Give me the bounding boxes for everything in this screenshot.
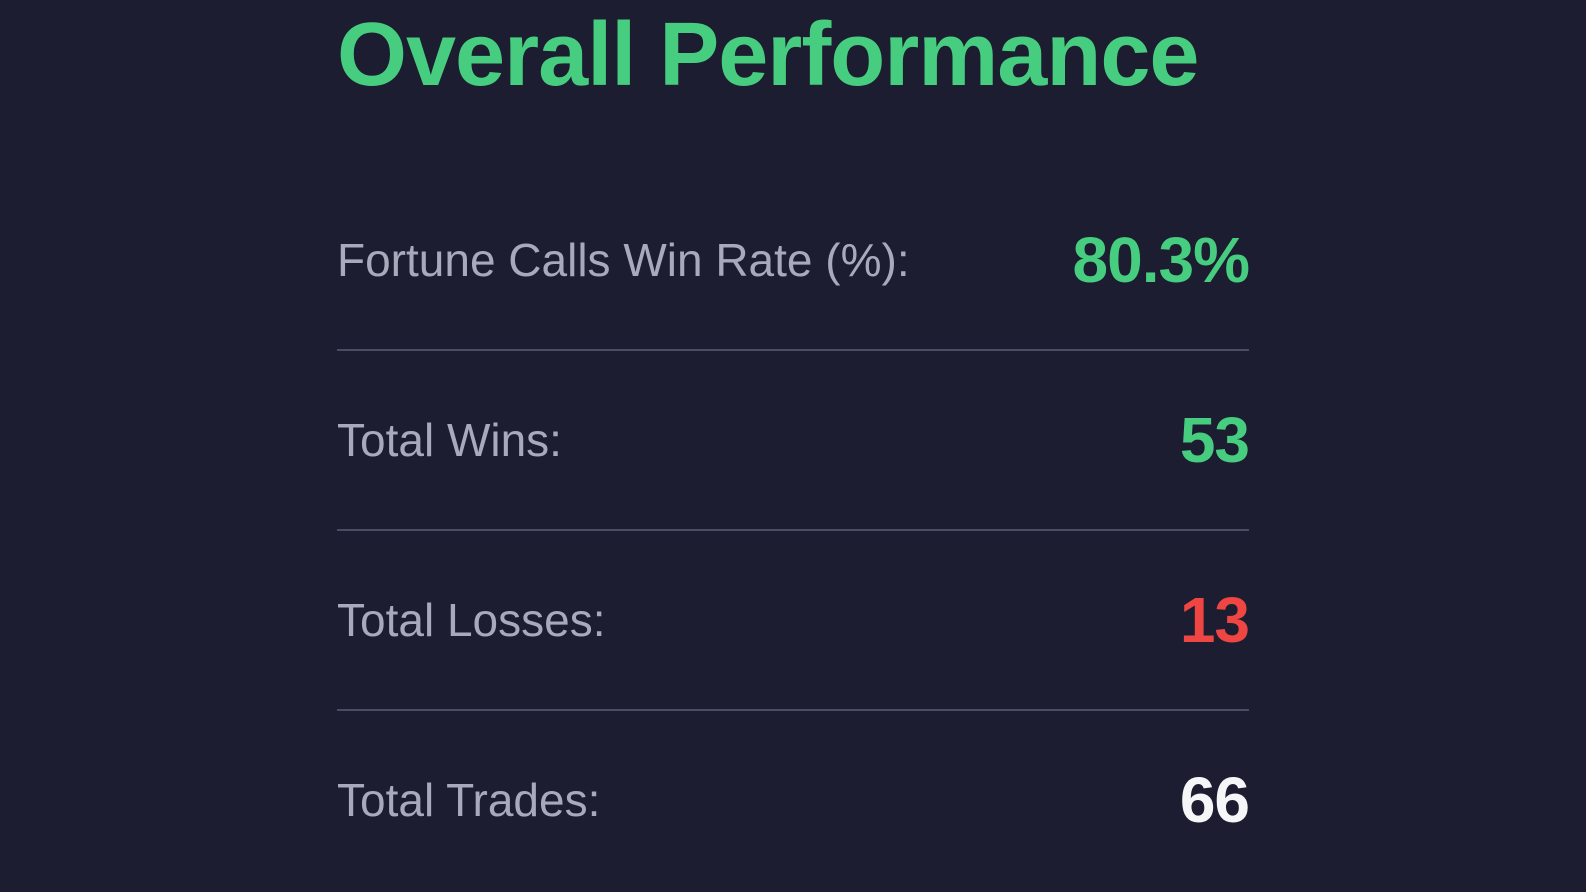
total-wins-value: 53 (1179, 403, 1250, 476)
total-wins-label: Total Wins: (337, 413, 562, 466)
performance-panel: Overall Performance Fortune Calls Win Ra… (337, 0, 1250, 889)
total-losses-label: Total Losses: (337, 593, 606, 646)
win-rate-label: Fortune Calls Win Rate (%): (337, 233, 910, 286)
stat-row-total-trades: Total Trades: 66 (337, 711, 1250, 889)
total-trades-label: Total Trades: (337, 773, 601, 826)
total-losses-value: 13 (1179, 583, 1250, 656)
stat-row-total-wins: Total Wins: 53 (337, 351, 1250, 531)
total-trades-value: 66 (1179, 763, 1250, 836)
page-title: Overall Performance (337, 5, 1199, 105)
stat-row-win-rate: Fortune Calls Win Rate (%): 80.3% (337, 171, 1250, 351)
win-rate-value: 80.3% (1072, 223, 1250, 296)
stat-row-total-losses: Total Losses: 13 (337, 531, 1250, 711)
